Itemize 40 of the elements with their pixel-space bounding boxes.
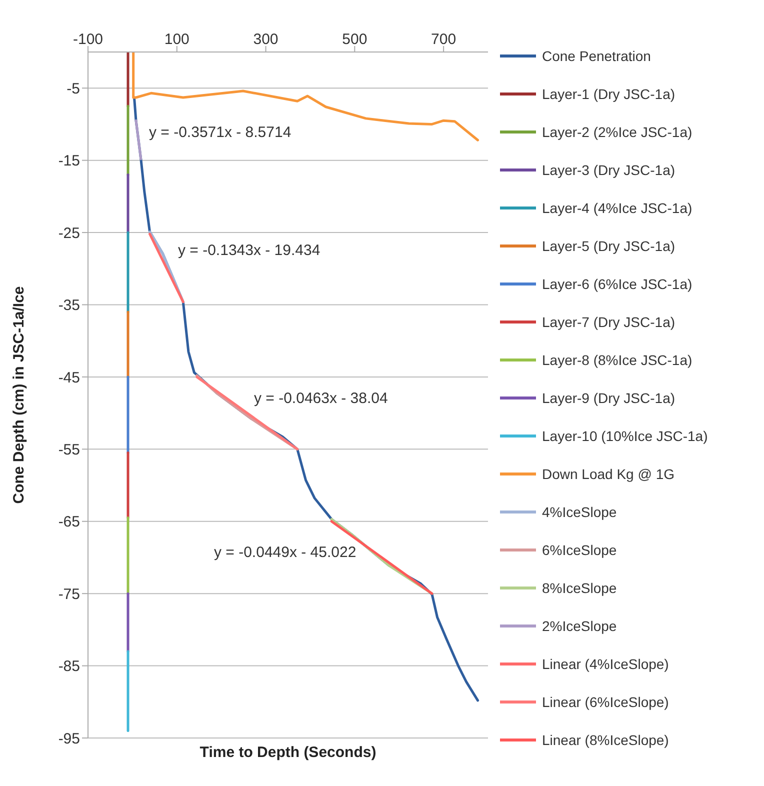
legend-label: Linear (8%IceSlope) [542,732,669,748]
annotation: y = -0.1343x - 19.434 [178,242,320,259]
legend-label: Layer-5 (Dry JSC-1a) [542,238,676,254]
legend-label: Down Load Kg @ 1G [542,466,675,482]
y-tick-label: -45 [58,369,80,386]
y-tick-label: -75 [58,586,80,603]
legend-label: 2%IceSlope [542,618,617,634]
x-tick-label: 100 [164,31,190,48]
y-axis-title: Cone Depth (cm) in JSC-1a/Ice [10,286,28,504]
x-tick-label: 300 [253,31,278,48]
x-tick-label: 700 [431,31,456,48]
legend-label: Linear (6%IceSlope) [542,694,669,710]
legend-label: Layer-8 (8%Ice JSC-1a) [542,352,692,368]
y-tick-label: -15 [58,152,80,170]
legend-label: Linear (4%IceSlope) [542,656,669,672]
legend-label: 8%IceSlope [542,580,617,596]
y-tick-label: -55 [58,441,80,458]
y-tick-label: -25 [58,224,80,242]
x-axis-title: Time to Depth (Seconds) [198,744,378,761]
legend-label: Layer-3 (Dry JSC-1a) [542,162,676,178]
legend-label: Cone Penetration [542,48,651,64]
legend-label: Layer-10 (10%Ice JSC-1a) [542,428,708,444]
legend-label: Layer-2 (2%Ice JSC-1a) [542,124,692,140]
legend-label: Layer-6 (6%Ice JSC-1a) [542,276,692,292]
y-tick-label: -65 [58,514,80,531]
legend-label: Layer-4 (4%Ice JSC-1a) [542,200,692,216]
y-tick-label: -95 [58,730,80,748]
y-tick-label: -35 [58,297,80,314]
legend-label: Layer-7 (Dry JSC-1a) [542,314,676,330]
legend-label: Layer-9 (Dry JSC-1a) [542,390,676,406]
y-tick-label: -5 [66,80,80,98]
x-tick-label: 500 [342,31,368,48]
annotation: y = -0.3571x - 8.5714 [149,124,292,141]
legend-label: Layer-1 (Dry JSC-1a) [542,86,676,102]
legend-label: 6%IceSlope [542,542,617,558]
annotation: y = -0.0449x - 45.022 [214,544,356,561]
legend-label: 4%IceSlope [542,504,617,520]
y-tick-label: -85 [58,658,80,676]
annotation: y = -0.0463x - 38.04 [254,390,388,407]
x-tick-label: -100 [72,31,104,48]
